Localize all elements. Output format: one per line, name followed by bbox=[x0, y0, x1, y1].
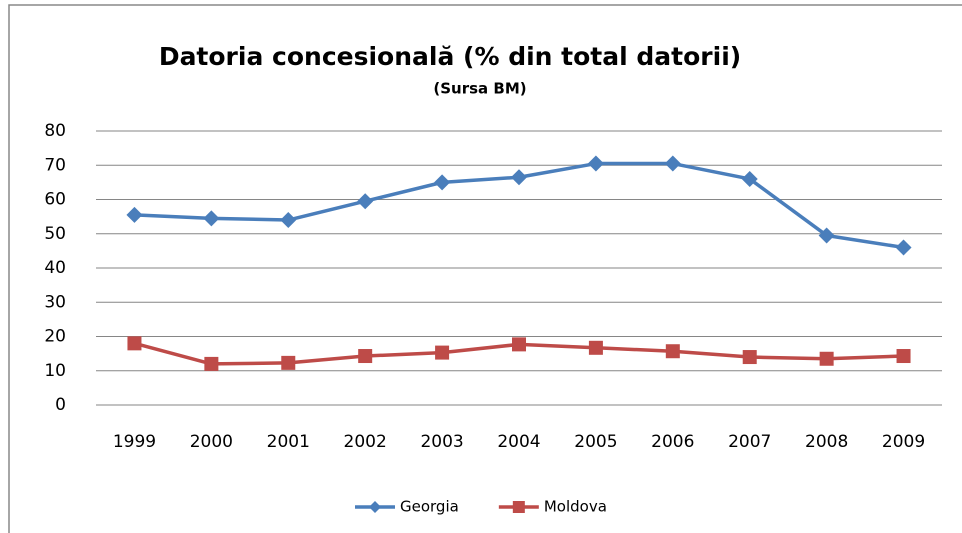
y-tick-label: 60 bbox=[44, 190, 66, 210]
point bbox=[204, 356, 219, 371]
y-tick-label: 10 bbox=[44, 361, 66, 381]
x-tick-label: 2008 bbox=[805, 432, 848, 452]
x-tick-label: 2001 bbox=[267, 432, 310, 452]
legend-label: Moldova bbox=[544, 498, 607, 516]
point bbox=[203, 210, 220, 227]
point bbox=[818, 227, 835, 244]
x-tick-label: 2004 bbox=[497, 432, 540, 452]
point bbox=[357, 193, 374, 210]
y-tick-label: 70 bbox=[44, 155, 66, 175]
point bbox=[435, 345, 450, 360]
point bbox=[281, 355, 296, 370]
point bbox=[896, 349, 911, 364]
x-tick-label: 2003 bbox=[420, 432, 463, 452]
x-tick-label: 1999 bbox=[113, 432, 156, 452]
chart-source: (Sursa BM) bbox=[433, 80, 526, 98]
point bbox=[895, 239, 912, 256]
legend-marker bbox=[512, 501, 525, 513]
x-tick-label: 2006 bbox=[651, 432, 694, 452]
point bbox=[741, 170, 758, 187]
point bbox=[512, 337, 526, 352]
point bbox=[742, 350, 757, 365]
point bbox=[126, 206, 143, 223]
point bbox=[819, 351, 834, 366]
point bbox=[588, 340, 603, 355]
x-tick-label: 2000 bbox=[190, 432, 233, 452]
chart-frame bbox=[8, 4, 962, 533]
x-tick-label: 2007 bbox=[728, 432, 771, 452]
legend-label: Georgia bbox=[400, 498, 459, 516]
point bbox=[665, 344, 680, 359]
y-tick-label: 50 bbox=[44, 224, 66, 244]
point bbox=[127, 336, 142, 351]
point bbox=[280, 212, 297, 229]
y-tick-label: 0 bbox=[55, 395, 66, 415]
chart-title: Datoria concesională (% din total datori… bbox=[159, 42, 741, 71]
y-tick-label: 40 bbox=[44, 258, 66, 278]
point bbox=[664, 155, 681, 172]
y-tick-label: 30 bbox=[44, 292, 66, 312]
x-tick-label: 2009 bbox=[882, 432, 925, 452]
x-tick-label: 2005 bbox=[574, 432, 617, 452]
y-tick-label: 80 bbox=[44, 121, 66, 141]
legend-marker bbox=[369, 501, 381, 513]
point bbox=[587, 155, 604, 172]
point bbox=[358, 349, 373, 364]
point bbox=[511, 169, 527, 186]
x-tick-label: 2002 bbox=[344, 432, 387, 452]
y-tick-label: 20 bbox=[44, 327, 66, 347]
point bbox=[434, 174, 451, 191]
